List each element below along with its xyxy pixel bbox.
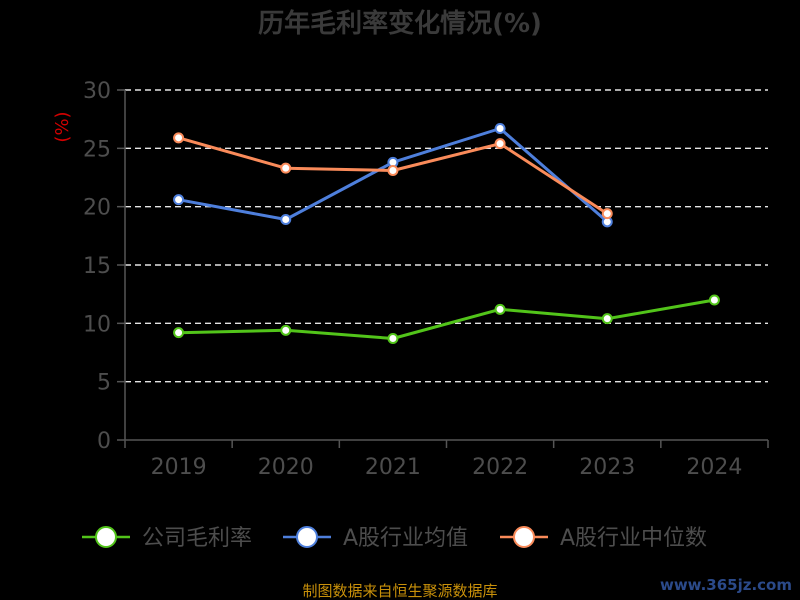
y-tick-label: 0 [97,429,111,454]
series-2 [173,123,613,228]
legend-item-2: A股行业均值 [283,526,468,551]
watermark: www.365jz.com [660,576,792,594]
data-point [173,194,185,206]
data-point [601,313,613,325]
series-1 [173,294,720,344]
data-point [494,138,506,150]
legend-label: 公司毛利率 [142,526,252,551]
y-tick-labels: 0 5 10 15 20 25 30 [83,79,111,454]
data-point [280,324,292,336]
x-tick-label: 2023 [579,455,635,480]
data-point [387,165,399,176]
data-point [601,208,613,220]
y-axis-unit: (%) [52,111,73,142]
legend-label: A股行业均值 [343,526,468,551]
x-tick-label: 2021 [365,455,421,480]
data-point [173,132,185,144]
legend: 公司毛利率 A股行业均值 A股行业中位数 [82,526,707,551]
data-point [494,303,506,315]
y-tick-label: 20 [83,196,111,221]
legend-swatch-marker [296,526,318,548]
legend-swatch-marker [513,526,535,548]
x-tick-label: 2019 [151,455,207,480]
series-layer [173,123,720,344]
data-point [494,123,506,134]
axes [124,90,769,448]
series-line [178,298,715,340]
data-source-note: 制图数据来自恒生聚源数据库 [302,582,497,600]
y-tick-label: 30 [83,79,111,104]
data-point [280,214,292,225]
x-tick-labels: 2019 2020 2021 2022 2023 2024 [151,455,743,480]
data-point [280,162,292,174]
y-tick-label: 5 [97,371,111,396]
data-point [387,333,399,344]
data-point [708,294,720,306]
grid-lines [117,89,768,441]
chart-title: 历年毛利率变化情况(%) [258,8,542,39]
legend-label: A股行业中位数 [560,526,707,551]
data-point [173,327,185,339]
legend-item-3: A股行业中位数 [500,526,707,551]
legend-swatch-marker [95,526,117,548]
y-tick-label: 15 [83,254,111,279]
legend-item-1: 公司毛利率 [82,526,252,551]
series-3 [173,132,613,220]
x-tick-label: 2020 [258,455,314,480]
y-tick-label: 10 [83,312,111,337]
x-tick-label: 2024 [686,455,742,480]
y-tick-label: 25 [83,137,111,162]
x-tick-label: 2022 [472,455,528,480]
